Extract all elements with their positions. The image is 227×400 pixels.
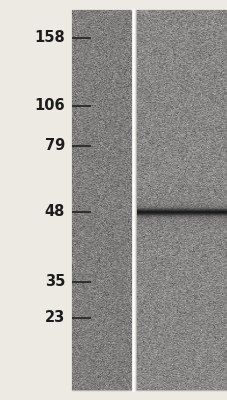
Text: 158: 158 [34,30,65,46]
Text: 48: 48 [44,204,65,220]
Bar [135,10,227,390]
Bar [72,10,133,390]
Text: 79: 79 [44,138,65,154]
Text: 35: 35 [44,274,65,290]
Bar [0,0,72,400]
Text: 106: 106 [34,98,65,114]
Text: 23: 23 [44,310,65,326]
